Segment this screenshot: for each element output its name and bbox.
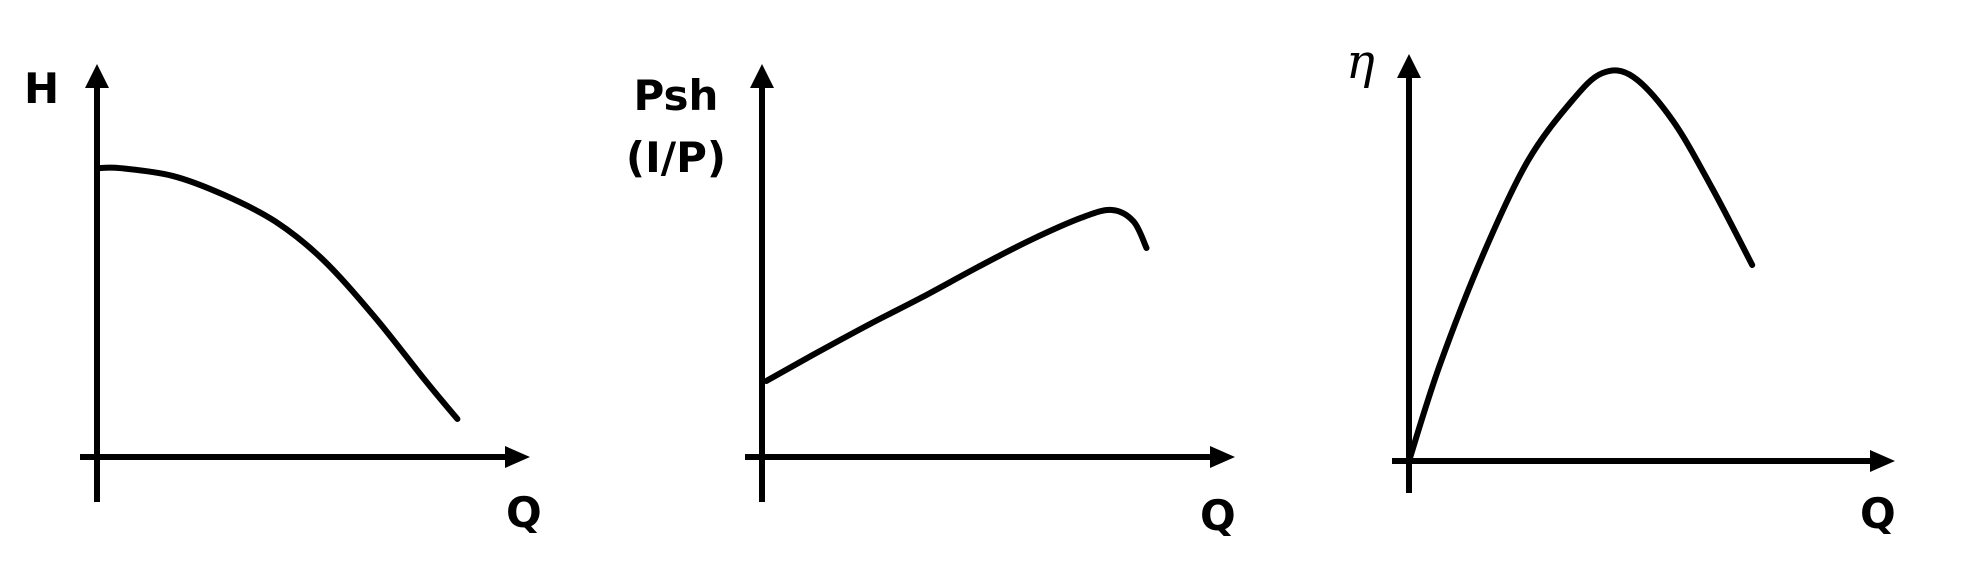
- y-axis-arrow: [85, 64, 109, 88]
- x-axis-label: Q: [1200, 491, 1236, 540]
- y-axis-label-line-2: (I/P): [626, 133, 726, 182]
- head-vs-flow-chart: H Q: [24, 64, 542, 537]
- efficiency-curve: [1406, 67, 1756, 464]
- x-axis-label: Q: [506, 488, 542, 537]
- efficiency-vs-flow-chart: η Q: [1346, 34, 1896, 538]
- head-curve: [94, 164, 461, 422]
- y-axis-label: η: [1346, 34, 1375, 90]
- y-axis-label-line-1: Psh: [634, 71, 719, 120]
- y-axis-arrow: [1397, 54, 1421, 78]
- shaft-power-curve: [763, 206, 1150, 384]
- x-axis-label: Q: [1860, 489, 1896, 538]
- x-axis-arrow: [1210, 446, 1235, 468]
- x-axis-arrow: [1870, 450, 1895, 472]
- y-axis-arrow: [750, 64, 774, 88]
- y-axis-label: H: [24, 64, 59, 113]
- x-axis-arrow: [505, 446, 530, 468]
- shaft-power-vs-flow-chart: Psh (I/P) Q: [626, 64, 1236, 540]
